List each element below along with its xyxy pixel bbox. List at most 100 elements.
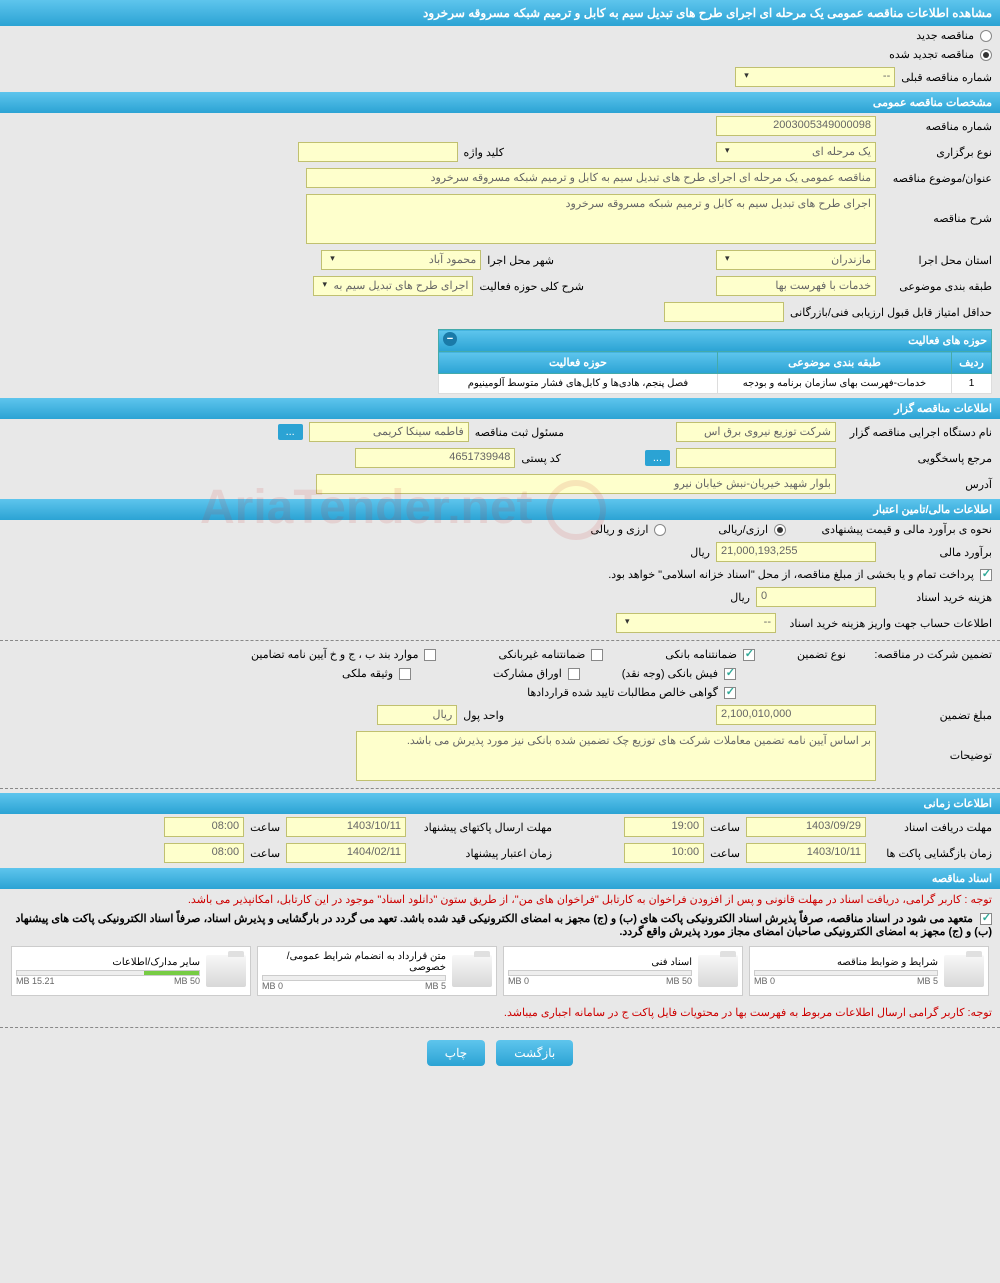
progress-fill bbox=[144, 971, 199, 975]
chk-items[interactable] bbox=[424, 649, 436, 661]
folder-icon bbox=[206, 955, 246, 987]
radio-both[interactable] bbox=[654, 524, 666, 536]
field-exec: شرکت توزیع نیروی برق اس bbox=[676, 422, 836, 442]
label-keyword: کلید واژه bbox=[464, 146, 504, 159]
field-doc-fee: 0 bbox=[756, 587, 876, 607]
cell-area: فصل پنجم، هادی‌ها و کابل‌های فشار متوسط … bbox=[439, 374, 718, 394]
select-prev-number[interactable]: -- ▾ bbox=[735, 67, 895, 87]
field-amount: 21,000,193,255 bbox=[716, 542, 876, 562]
radio-rial[interactable] bbox=[774, 524, 786, 536]
lbl-cash: فیش بانکی (وجه نقد) bbox=[622, 667, 718, 680]
doc-card[interactable]: اسناد فنی 50 MB0 MB bbox=[503, 946, 743, 996]
note-fehrest: توجه: کاربر گرامی ارسال اطلاعات مربوط به… bbox=[0, 1002, 1000, 1023]
label-prev-number: شماره مناقصه قبلی bbox=[901, 71, 992, 84]
select-city[interactable]: محمود آباد ▾ bbox=[321, 250, 481, 270]
field-tender-number: 2003005349000098 bbox=[716, 116, 876, 136]
section-financial: اطلاعات مالی/تامین اعتبار bbox=[0, 499, 1000, 520]
select-province[interactable]: مازندران ▾ bbox=[716, 250, 876, 270]
radio-new-tender[interactable] bbox=[980, 30, 992, 42]
city-value: محمود آباد bbox=[429, 253, 476, 267]
label-open: زمان بازگشایی پاکت ها bbox=[872, 847, 992, 860]
field-send-date: 1403/10/11 bbox=[286, 817, 406, 837]
chk-certified[interactable] bbox=[724, 687, 736, 699]
label-postal: کد پستی bbox=[521, 452, 560, 465]
back-button[interactable]: بازگشت bbox=[496, 1040, 573, 1066]
chevron-down-icon: ▾ bbox=[721, 145, 734, 159]
select-holding[interactable]: یک مرحله ای ▾ bbox=[716, 142, 876, 162]
field-validity-time: 08:00 bbox=[164, 843, 244, 863]
doc-card[interactable]: شرایط و ضوابط مناقصه 5 MB0 MB bbox=[749, 946, 989, 996]
doc-total: 5 MB bbox=[917, 976, 938, 986]
checkbox-treasury[interactable] bbox=[980, 569, 992, 581]
field-open-time: 10:00 bbox=[624, 843, 704, 863]
select-account[interactable]: -- ▾ bbox=[616, 613, 776, 633]
cell-cat: خدمات-فهرست بهای سازمان برنامه و بودجه bbox=[717, 374, 951, 394]
doc-grid: شرایط و ضوابط مناقصه 5 MB0 MB اسناد فنی … bbox=[0, 940, 1000, 1002]
field-desc: اجرای طرح های تبدیل سیم به کابل و ترمیم … bbox=[306, 194, 876, 244]
label-time4: ساعت bbox=[250, 847, 280, 860]
more-button[interactable]: ... bbox=[278, 424, 303, 440]
chevron-down-icon: ▾ bbox=[721, 253, 734, 267]
folder-icon bbox=[944, 955, 984, 987]
select-activity[interactable]: اجرای طرح های تبدیل سیم به کابل و ترمیم … bbox=[313, 276, 473, 296]
doc-title: شرایط و ضوابط مناقصه bbox=[754, 957, 938, 968]
more-button-2[interactable]: ... bbox=[645, 450, 670, 466]
label-amount: برآورد مالی bbox=[882, 546, 992, 559]
prev-number-value: -- bbox=[883, 70, 890, 84]
label-min-score: حداقل امتیاز قابل قبول ارزیابی فنی/بازرگ… bbox=[790, 306, 992, 319]
chk-commit[interactable] bbox=[980, 913, 992, 925]
doc-card[interactable]: متن قرارداد به انضمام شرایط عمومی/خصوصی … bbox=[257, 946, 497, 996]
chevron-down-icon: ▾ bbox=[621, 616, 634, 630]
field-postal: 4651739948 bbox=[355, 448, 515, 468]
chk-cash[interactable] bbox=[724, 668, 736, 680]
label-subject: عنوان/موضوع مناقصه bbox=[882, 172, 992, 185]
label-send: مهلت ارسال پاکتهای پیشنهاد bbox=[412, 821, 552, 834]
activity-value: اجرای طرح های تبدیل سیم به کابل و ترمیم bbox=[331, 279, 468, 293]
label-desc: شرح مناقصه bbox=[882, 194, 992, 225]
field-open-date: 1403/10/11 bbox=[746, 843, 866, 863]
chevron-down-icon: ▾ bbox=[740, 70, 753, 84]
chk-securities[interactable] bbox=[568, 668, 580, 680]
label-currency2: ریال bbox=[730, 591, 750, 604]
chk-bank[interactable] bbox=[743, 649, 755, 661]
collapse-icon[interactable]: − bbox=[443, 332, 457, 346]
label-currency: ریال bbox=[690, 546, 710, 559]
label-tender-number: شماره مناقصه bbox=[882, 120, 992, 133]
chk-property[interactable] bbox=[399, 668, 411, 680]
field-keyword[interactable] bbox=[298, 142, 458, 162]
label-guarantee-type: نوع تضمین bbox=[797, 648, 846, 661]
folder-icon bbox=[698, 955, 738, 987]
radio-renewed-tender[interactable] bbox=[980, 49, 992, 61]
page-title: مشاهده اطلاعات مناقصه عمومی یک مرحله ای … bbox=[0, 0, 1000, 26]
table-row: 1 خدمات-فهرست بهای سازمان برنامه و بودجه… bbox=[439, 374, 992, 394]
field-responsible: فاطمه سینکا کریمی bbox=[309, 422, 469, 442]
label-rial: ارزی/ریالی bbox=[718, 523, 768, 536]
doc-title: متن قرارداد به انضمام شرایط عمومی/خصوصی bbox=[262, 951, 446, 973]
doc-card[interactable]: سایر مدارک/اطلاعات 50 MB15.21 MB bbox=[11, 946, 251, 996]
print-button[interactable]: چاپ bbox=[427, 1040, 485, 1066]
label-city: شهر محل اجرا bbox=[487, 254, 554, 267]
doc-title: اسناد فنی bbox=[508, 957, 692, 968]
activity-table: حوزه های فعالیت − ردیف طبقه بندی موضوعی … bbox=[438, 329, 992, 394]
field-address: بلوار شهید خیریان-نبش خیابان نیرو bbox=[316, 474, 836, 494]
account-value: -- bbox=[764, 616, 771, 630]
folder-icon bbox=[452, 955, 492, 987]
chk-nonbank[interactable] bbox=[591, 649, 603, 661]
section-org: اطلاعات مناقصه گزار bbox=[0, 398, 1000, 419]
th-cat: طبقه بندی موضوعی bbox=[717, 352, 951, 374]
doc-used: 0 MB bbox=[262, 981, 283, 991]
label-new-tender: مناقصه جدید bbox=[916, 29, 974, 42]
lbl-property: وثیقه ملکی bbox=[342, 667, 393, 680]
label-doc-fee: هزینه خرید اسناد bbox=[882, 591, 992, 604]
field-reference bbox=[676, 448, 836, 468]
field-receive-time: 19:00 bbox=[624, 817, 704, 837]
lbl-items: موارد بند ب ، ج و خ آیین نامه تضامین bbox=[251, 648, 418, 661]
label-address: آدرس bbox=[842, 478, 992, 491]
label-time1: ساعت bbox=[710, 821, 740, 834]
label-responsible: مسئول ثبت مناقصه bbox=[475, 426, 564, 439]
th-row: ردیف bbox=[952, 352, 992, 374]
note-download: توجه : کاربر گرامی، دریافت اسناد در مهلت… bbox=[0, 889, 1000, 910]
section-docs: اسناد مناقصه bbox=[0, 868, 1000, 889]
label-unit: واحد پول bbox=[463, 709, 504, 722]
field-min-score[interactable] bbox=[664, 302, 784, 322]
